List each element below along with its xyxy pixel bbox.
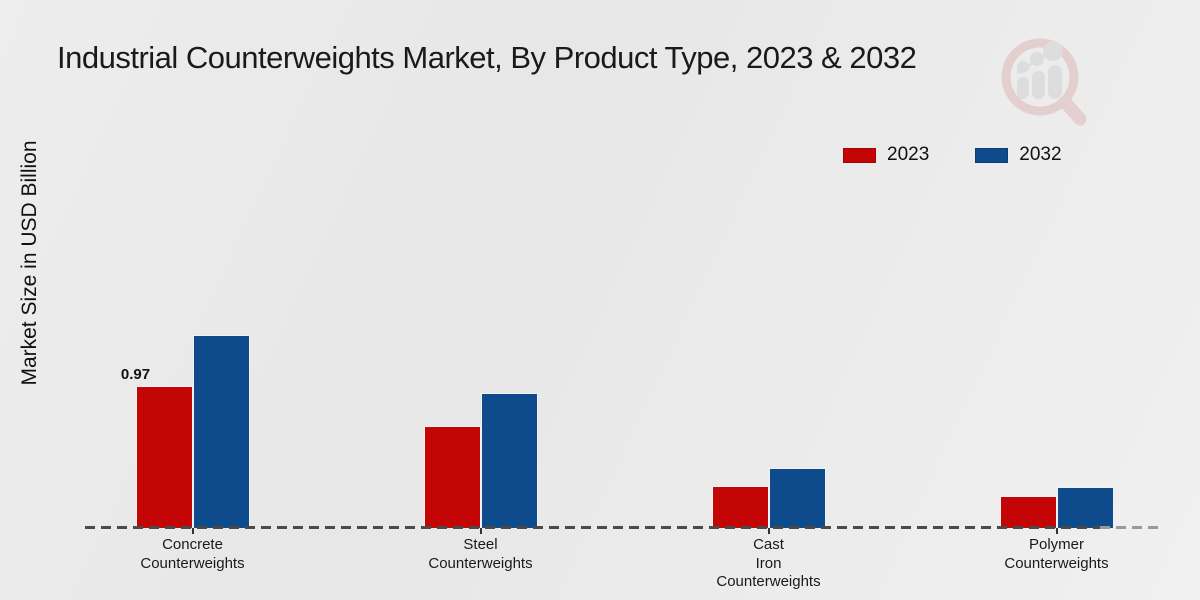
x-axis-tick: [479, 528, 482, 534]
category-label: Cast Iron Counterweights: [716, 536, 821, 590]
legend-swatch-2032: [975, 147, 1009, 163]
bar-2023-category-3: [999, 496, 1057, 528]
bar-2032-category-0: [192, 335, 250, 528]
x-axis-dashed-line-fade: [1100, 526, 1163, 529]
chart-title: Industrial Counterweights Market, By Pro…: [57, 40, 917, 75]
category-label: Concrete Counterweights: [140, 536, 245, 572]
bar-2023-category-1: [423, 426, 481, 528]
bottom-red-strip: [0, 588, 1200, 600]
bar-2032-category-1: [480, 393, 538, 528]
legend-swatch-2023: [843, 147, 876, 163]
legend-item-2023: 2023: [843, 144, 929, 166]
x-axis-tick: [767, 528, 770, 534]
x-axis-tick: [1055, 528, 1058, 534]
legend-label-2032: 2032: [1019, 144, 1062, 165]
magnifier-bar-chart-logo-icon: [1001, 38, 1087, 126]
bar-2023-category-0: [135, 386, 193, 528]
bar-2032-category-2: [768, 468, 826, 528]
x-axis-dashed-line: [85, 526, 1100, 529]
bar-value-label: 0.97: [120, 366, 151, 383]
legend: 2023 2032: [843, 144, 1062, 166]
x-axis-tick: [191, 528, 194, 534]
bar-2032-category-3: [1056, 487, 1114, 528]
legend-label-2023: 2023: [887, 144, 930, 165]
bar-2023-category-2: [711, 486, 769, 528]
legend-item-2032: 2032: [975, 144, 1062, 166]
category-label: Polymer Counterweights: [1004, 536, 1109, 572]
category-label: Steel Counterweights: [428, 536, 533, 572]
